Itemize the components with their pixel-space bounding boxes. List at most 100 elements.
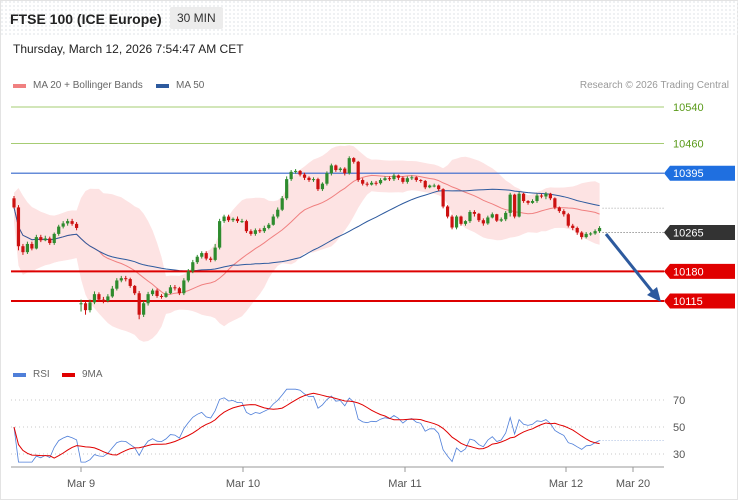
candle-body [441,189,445,207]
candle-body [320,183,325,190]
candle-body [106,296,110,301]
legend-rsi: RSI [13,369,50,380]
candle-body [356,161,360,181]
candle-body [57,226,61,234]
candle-body [289,171,293,180]
candle-body [146,294,150,304]
candle-body [419,180,423,182]
legend-9ma-label: 9MA [82,369,103,380]
candle-body [61,223,65,227]
rsi-ma-line [13,392,600,459]
candle-body [548,193,552,199]
candle-body [226,216,231,221]
candle-body [530,201,535,203]
candle-body [316,179,320,190]
candle-body [142,303,146,315]
rsi-swatch [13,372,26,377]
level-tag-support [664,293,735,309]
candle-body [396,175,401,178]
candle-body [195,256,199,263]
candle-body [12,198,16,208]
legend-ma50-label: MA 50 [176,80,205,91]
candle-body [450,216,454,228]
candle-body [200,253,204,257]
candle-body [218,221,222,248]
candle-body [338,168,342,170]
candle-body [414,177,418,181]
ma50-swatch [156,83,169,88]
legend-9ma: 9MA [62,369,103,380]
candle-body [584,233,588,238]
candle-body [334,165,338,170]
candle-body [271,216,275,225]
candle-body [79,303,83,305]
instrument-title: FTSE 100 (ICE Europe) [10,11,162,27]
candle-body [410,177,414,179]
candle-body [311,179,316,181]
level-label-support: 10115 [673,296,703,308]
candle-body [16,207,21,247]
time-tick-label: Mar 11 [388,478,421,490]
candle-body [504,212,508,220]
candle-body [262,227,266,232]
candle-body [159,295,164,297]
ma20-swatch [13,83,26,88]
candle-body [566,214,570,226]
candle-body [477,213,481,221]
candle-body [66,221,70,224]
candle-body [267,224,271,228]
candle-body [593,231,597,234]
forecast-arrow-head [647,287,661,302]
candle-body [240,221,244,223]
candle-body [423,180,427,188]
level-label-last: 10265 [673,228,704,240]
time-tick-label: Mar 12 [549,478,583,490]
candle-body [383,178,387,181]
candle-body [249,231,253,234]
candle-body [110,288,114,297]
level-tag-support [664,263,735,279]
candle-body [155,290,159,296]
level-label-target: 10540 [673,102,704,114]
legend-rsi-label: RSI [33,369,50,380]
candle-body [298,170,302,175]
level-tag-last [664,225,735,241]
candle-body [571,225,575,228]
candle-body [276,209,280,217]
candle-body [164,293,168,297]
timeframe-badge[interactable]: 30 MIN [170,7,223,29]
candle-body [521,193,526,202]
candle-body [432,185,436,187]
candle-body [468,211,472,222]
candle-body [370,182,374,185]
candle-body [361,180,365,184]
candle-body [92,294,97,303]
9ma-swatch [62,372,75,377]
candle-body [168,287,173,294]
bollinger-band [14,145,600,342]
candle-body [34,237,38,249]
candle-body [378,180,383,184]
candle-body [101,299,105,301]
candle-body [302,174,307,178]
candle-body [307,177,311,181]
candle-body [209,258,213,260]
time-tick-label: Mar 10 [226,478,260,490]
candle-body [235,218,240,222]
candle-body [294,170,298,172]
candle-body [535,195,539,202]
candle-body [499,219,503,221]
candle-body [231,218,235,221]
copyright: Research © 2026 Trading Central [579,80,729,91]
candle-body [445,206,450,217]
candle-body [374,182,378,184]
candle-body [392,175,396,180]
candle-body [454,216,459,228]
level-label-support: 10180 [673,266,704,278]
candle-body [597,227,602,232]
candle-body [495,214,499,221]
candle-body [562,211,566,215]
ma20-line [13,174,600,296]
candle-body [329,165,333,174]
